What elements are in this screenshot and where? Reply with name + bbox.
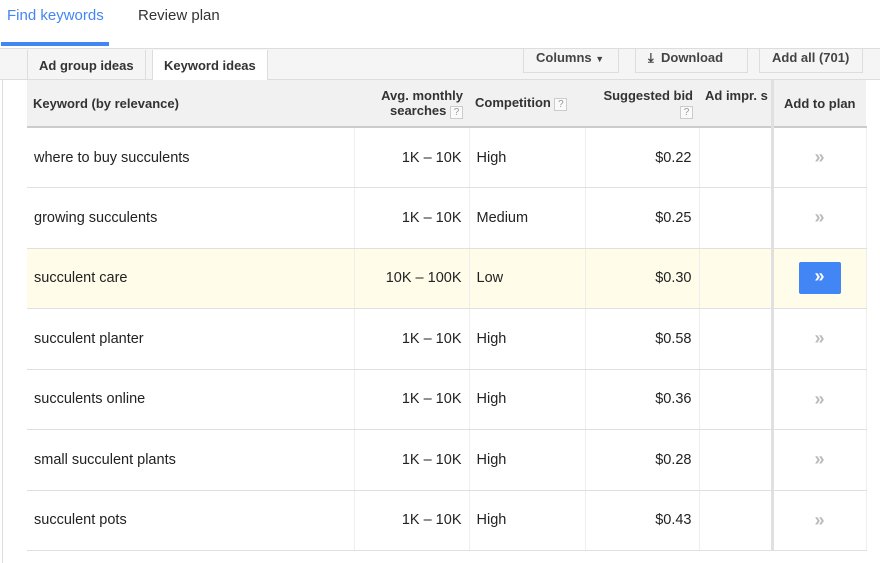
top-tabs: Find keywords Review plan: [0, 0, 880, 47]
impr-cell: [699, 127, 773, 188]
impr-cell: [699, 369, 773, 430]
competition-cell: High: [469, 308, 586, 370]
columns-label: Columns: [536, 50, 592, 65]
impr-cell: [699, 248, 773, 309]
header-bid-label: Suggested bid: [603, 88, 693, 103]
tab-review-plan[interactable]: Review plan: [138, 7, 220, 24]
active-tab-indicator: [1, 42, 109, 46]
keyword-cell: succulent planter: [27, 308, 355, 370]
searches-cell: 1K – 10K: [354, 187, 470, 249]
help-icon[interactable]: ?: [554, 98, 568, 111]
competition-cell: High: [469, 490, 586, 551]
divider: [2, 48, 3, 563]
add-cell: »: [770, 187, 867, 249]
header-searches-line1: Avg. monthly: [381, 87, 463, 103]
table-row: succulent care 10K – 100K Low $0.30 »: [27, 248, 867, 309]
dropdown-arrow-icon: ▼: [595, 54, 605, 64]
header-add-to-plan: Add to plan: [770, 80, 866, 128]
keyword-cell: where to buy succulents: [27, 127, 355, 188]
subtab-toolbar: Ad group ideas Keyword ideas Columns ▼ ⤓…: [0, 48, 880, 82]
subtab-ad-group-ideas[interactable]: Ad group ideas: [27, 50, 146, 81]
impr-cell: [699, 429, 773, 491]
add-to-plan-icon[interactable]: »: [814, 207, 825, 228]
add-cell: »: [770, 429, 867, 491]
add-to-plan-icon[interactable]: »: [814, 147, 825, 167]
header-competition[interactable]: Competition ?: [469, 80, 585, 128]
bid-cell: $0.22: [585, 127, 700, 188]
keyword-table: Keyword (by relevance) Avg. monthly searc…: [27, 80, 867, 551]
header-bid[interactable]: Suggested bid?: [585, 80, 699, 128]
competition-cell: High: [469, 127, 586, 188]
impr-cell: [699, 187, 773, 249]
keyword-cell: succulents online: [27, 369, 355, 430]
tab-find-keywords[interactable]: Find keywords: [7, 7, 104, 24]
add-cell: »: [770, 369, 867, 430]
table-row: succulents online 1K – 10K High $0.36 »: [27, 369, 867, 430]
searches-cell: 1K – 10K: [354, 490, 470, 551]
bid-cell: $0.43: [585, 490, 700, 551]
help-icon[interactable]: ?: [680, 106, 693, 119]
header-searches[interactable]: Avg. monthly searches ?: [354, 80, 469, 128]
keyword-cell: growing succulents: [27, 187, 355, 249]
bid-cell: $0.28: [585, 429, 700, 491]
columns-button[interactable]: Columns ▼: [523, 49, 619, 73]
add-cell: »: [770, 490, 867, 551]
table-row: small succulent plants 1K – 10K High $0.…: [27, 429, 867, 491]
bid-cell: $0.58: [585, 308, 700, 370]
keyword-cell: succulent pots: [27, 490, 355, 551]
add-all-button[interactable]: Add all (701): [759, 49, 863, 73]
bid-cell: $0.36: [585, 369, 700, 430]
header-ad-impr[interactable]: Ad impr. s: [699, 80, 772, 128]
keyword-cell: small succulent plants: [27, 429, 355, 491]
table-row: succulent planter 1K – 10K High $0.58 »: [27, 308, 867, 370]
download-button[interactable]: ⤓ Download: [635, 49, 748, 73]
competition-cell: Low: [469, 248, 586, 309]
competition-cell: Medium: [469, 187, 586, 249]
add-to-plan-icon[interactable]: »: [814, 328, 825, 349]
header-searches-line2: searches: [389, 102, 447, 118]
impr-cell: [699, 490, 773, 551]
competition-cell: High: [469, 369, 586, 430]
table-row: growing succulents 1K – 10K Medium $0.25…: [27, 187, 867, 249]
download-icon: ⤓: [648, 50, 654, 65]
add-cell: »: [770, 308, 867, 370]
bid-cell: $0.30: [585, 248, 700, 309]
subtab-keyword-ideas[interactable]: Keyword ideas: [152, 50, 268, 82]
add-to-plan-icon[interactable]: »: [814, 509, 825, 530]
table-row: succulent pots 1K – 10K High $0.43 »: [27, 490, 867, 551]
add-cell: »: [770, 248, 867, 309]
help-icon[interactable]: ?: [450, 105, 463, 119]
searches-cell: 1K – 10K: [354, 308, 470, 370]
table-row: where to buy succulents 1K – 10K High $0…: [27, 127, 867, 188]
impr-cell: [699, 308, 773, 370]
searches-cell: 1K – 10K: [354, 127, 470, 188]
add-to-plan-button[interactable]: »: [798, 262, 841, 295]
add-cell: »: [770, 127, 867, 188]
header-competition-label: Competition: [475, 95, 551, 110]
bid-cell: $0.25: [585, 187, 700, 249]
add-to-plan-icon[interactable]: »: [814, 449, 825, 470]
download-label: Download: [660, 50, 724, 65]
searches-cell: 1K – 10K: [354, 429, 470, 491]
competition-cell: High: [469, 429, 586, 491]
keyword-cell: succulent care: [27, 248, 355, 309]
header-keyword[interactable]: Keyword (by relevance): [27, 80, 354, 128]
searches-cell: 1K – 10K: [354, 369, 470, 430]
add-to-plan-icon[interactable]: »: [814, 388, 825, 409]
searches-cell: 10K – 100K: [354, 248, 470, 309]
